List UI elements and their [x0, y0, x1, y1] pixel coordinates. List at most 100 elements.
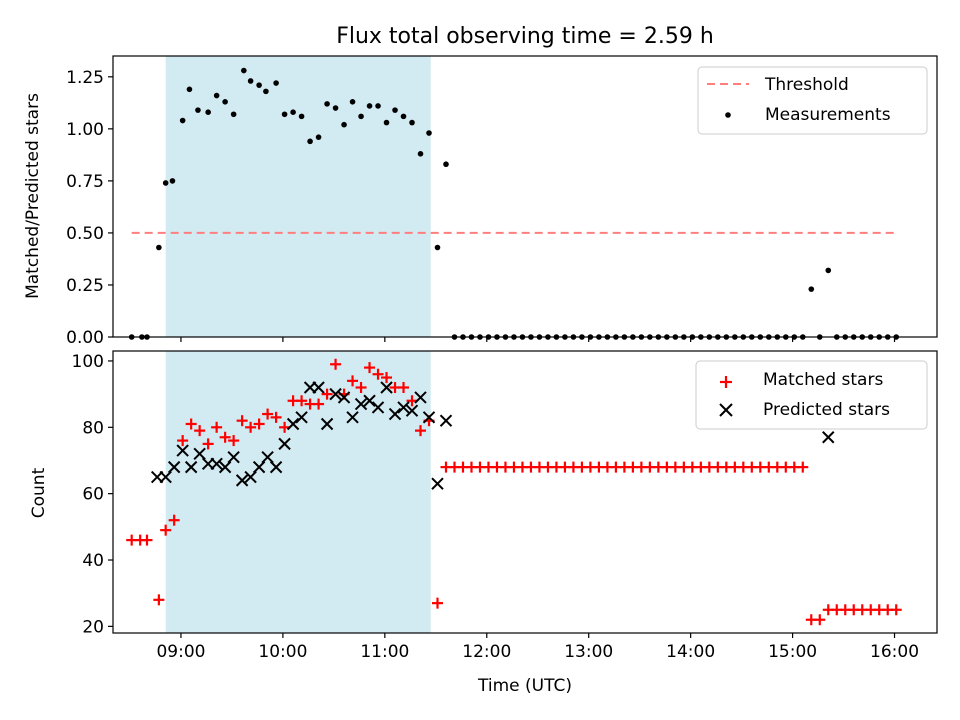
predicted-star-point [388, 407, 402, 421]
predicted-star-point [431, 477, 444, 490]
predicted-star-point [405, 404, 419, 417]
measurement-point [156, 244, 162, 251]
predicted-star-point [354, 397, 368, 411]
measurement-point [263, 88, 269, 95]
predicted-star-point [167, 460, 181, 474]
measurement-point [162, 180, 169, 186]
measurement-point [298, 113, 305, 120]
ratio-y-axis-label: Matched/Predicted stars [23, 93, 43, 299]
predicted-star-point [244, 470, 257, 484]
ratio-x-ticks [180, 337, 896, 342]
measurement-point [332, 105, 339, 111]
predicted-star-point [193, 447, 206, 461]
predicted-star-point [320, 417, 334, 431]
predicted-star-point [286, 417, 300, 431]
measurement-point [324, 101, 330, 107]
measurement-point [434, 244, 441, 251]
predicted-star-point [414, 391, 427, 404]
ratio-panel-frame [112, 55, 938, 338]
ratio-y-tick-label: 1.00 [66, 120, 104, 140]
matched-star-point [160, 524, 172, 536]
matched-star-point [211, 421, 223, 433]
count-y-tick-label: 80 [82, 418, 104, 438]
measurement-point [273, 80, 279, 86]
matched-star-point [355, 381, 367, 393]
measurement-point [392, 107, 398, 113]
observing-window-shading [165, 351, 431, 633]
measurements-legend-label: Measurements [765, 105, 891, 125]
predicted-star-point [422, 411, 436, 424]
measurement-point [186, 86, 193, 93]
predicted-star-point [269, 460, 283, 474]
matched-star-point [228, 435, 240, 447]
measurement-point [417, 151, 424, 157]
x-tick-label: 12:00 [462, 642, 511, 662]
predicted-legend-label: Predicted stars [763, 400, 890, 420]
matched-legend-label: Matched stars [763, 370, 883, 390]
matched-star-point [415, 425, 427, 437]
ratio-y-tick-label: 0.25 [66, 276, 104, 296]
measurement-point [409, 119, 415, 126]
predicted-star-point [380, 381, 393, 394]
matched-star-point [797, 461, 809, 473]
x-tick-label: 14:00 [666, 642, 715, 662]
count-panel: 20 40 60 80 100 09:00 10:00 11:00 12:00 13:00 14:… [29, 350, 938, 696]
matched-star-point [177, 435, 189, 447]
matched-star-point [236, 415, 248, 427]
matched-star-point [194, 425, 206, 437]
measurement-point [307, 138, 313, 145]
measurement-point [443, 161, 449, 168]
ratio-y-ticks: 0.00 0.25 0.50 0.75 1.00 1.25 [66, 68, 113, 348]
measurement-point [247, 78, 254, 84]
measurement-point [825, 267, 832, 274]
matched-star-point [219, 431, 231, 443]
measurement-point [366, 103, 373, 109]
count-y-ticks: 20 40 60 80 100 [72, 352, 113, 637]
x-tick-label: 16:00 [870, 642, 919, 662]
predicted-star-point [227, 450, 240, 464]
matched-star-point [381, 372, 393, 384]
measurement-point [290, 109, 296, 115]
measurement-point [400, 113, 407, 120]
predicted-star-point [312, 381, 325, 394]
matched-star-point [406, 395, 418, 407]
x-tick-label: 13:00 [564, 642, 613, 662]
count-y-tick-label: 100 [72, 352, 104, 372]
measurement-point [383, 119, 390, 126]
ratio-y-tick-label: 1.25 [66, 68, 104, 88]
observing-window-shading [165, 56, 431, 337]
predicted-star-point [184, 460, 198, 474]
matched-star-point [245, 421, 257, 433]
matched-star-point [141, 534, 153, 546]
matched-star-point [185, 418, 197, 430]
matched-star-point [270, 411, 282, 423]
predicted-star-point [278, 437, 291, 451]
predicted-star-point [218, 460, 232, 474]
ratio-y-tick-label: 0.00 [66, 328, 104, 348]
ratio-legend: Threshold Measurements [697, 66, 928, 135]
measurement-point [169, 178, 176, 184]
measurement-point [315, 134, 322, 140]
measurement-point [281, 111, 288, 118]
matched-star-point [279, 421, 291, 433]
measurement-point [375, 103, 381, 109]
count-legend-box [695, 360, 928, 430]
chart-title: Flux total observing time = 2.59 h [336, 24, 714, 49]
predicted-star-point [822, 431, 835, 444]
measurement-point [808, 286, 815, 292]
measurement-point [358, 113, 364, 120]
x-tick-label: 15:00 [768, 642, 817, 662]
predicted-star-point [337, 391, 351, 404]
predicted-stars-points [150, 381, 835, 490]
measurement-point [213, 92, 220, 99]
measurements-legend-swatch [725, 112, 731, 118]
x-axis-label: Time (UTC) [477, 676, 572, 696]
count-y-axis-label: Count [29, 467, 49, 518]
measurement-point [241, 67, 247, 74]
predicted-star-point [346, 411, 359, 424]
threshold-legend-label: Threshold [764, 75, 849, 95]
predicted-star-point [439, 414, 453, 427]
matched-star-point [262, 408, 274, 420]
matched-star-point [330, 358, 342, 370]
